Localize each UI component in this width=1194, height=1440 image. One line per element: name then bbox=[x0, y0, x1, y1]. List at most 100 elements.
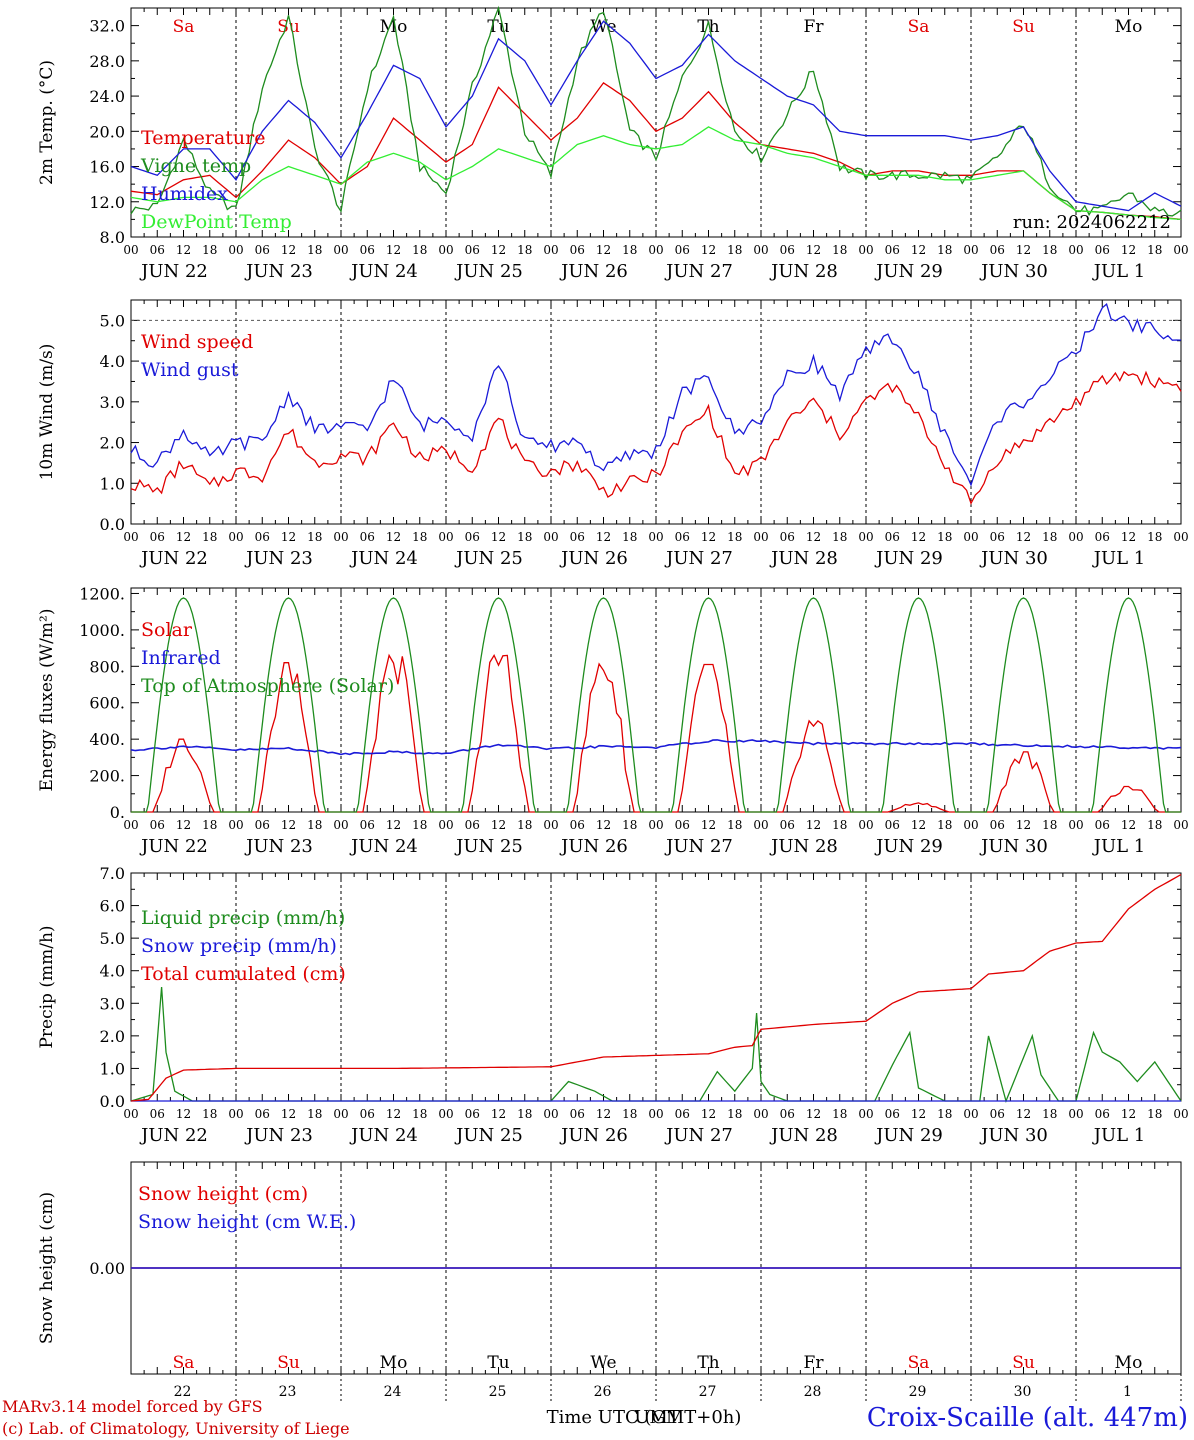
hour-label: 18 bbox=[622, 530, 637, 544]
weekday-label: Mo bbox=[1115, 17, 1143, 37]
legend-entry: DewPoint Temp bbox=[141, 211, 292, 233]
hour-label: 00 bbox=[123, 1107, 138, 1121]
hour-label: 18 bbox=[832, 530, 847, 544]
hour-label: 06 bbox=[465, 818, 480, 832]
hour-label: 12 bbox=[701, 243, 716, 257]
legend-entry: Vigne temp bbox=[140, 155, 251, 177]
hour-label: 12 bbox=[491, 243, 506, 257]
y-axis-label: 2m Temp. (°C) bbox=[37, 60, 57, 185]
weekday-label: Mo bbox=[380, 1353, 408, 1373]
hour-label: 00 bbox=[858, 818, 873, 832]
hour-label: 12 bbox=[176, 243, 191, 257]
date-label: JUN 22 bbox=[139, 1125, 208, 1146]
y-tick-label: 1.0 bbox=[100, 474, 125, 493]
hour-label: 18 bbox=[1147, 818, 1162, 832]
y-tick-label: 5.0 bbox=[100, 929, 125, 948]
hour-label: 12 bbox=[386, 818, 401, 832]
hour-label: 06 bbox=[150, 1107, 165, 1121]
hour-label: 12 bbox=[281, 818, 296, 832]
hour-label: 18 bbox=[727, 530, 742, 544]
hour-label: 00 bbox=[1173, 530, 1188, 544]
hour-label: 00 bbox=[1173, 1107, 1188, 1121]
hour-label: 06 bbox=[150, 530, 165, 544]
date-label: JUN 28 bbox=[769, 1125, 838, 1146]
hour-label: 18 bbox=[517, 818, 532, 832]
weekday-label: Sa bbox=[173, 1353, 195, 1373]
hour-label: 00 bbox=[1068, 818, 1083, 832]
day-number: 23 bbox=[279, 1384, 297, 1400]
hour-label: 18 bbox=[307, 530, 322, 544]
y-tick-label: 600. bbox=[89, 694, 125, 713]
hour-label: 12 bbox=[386, 1107, 401, 1121]
date-label: JUN 29 bbox=[874, 1125, 943, 1146]
weekday-label: Sa bbox=[173, 17, 195, 37]
hour-label: 00 bbox=[438, 530, 453, 544]
y-tick-label: 1.0 bbox=[100, 1059, 125, 1078]
hour-label: 12 bbox=[911, 243, 926, 257]
series-line-infrared bbox=[130, 739, 1182, 756]
hour-label: 06 bbox=[885, 818, 900, 832]
hour-label: 06 bbox=[360, 243, 375, 257]
legend-entry: Snow height (cm) bbox=[138, 1183, 308, 1205]
date-label: JUN 22 bbox=[139, 261, 208, 282]
hour-label: 00 bbox=[753, 530, 768, 544]
panel-energy: 0. 200. 400. 600. 800. 1000. 1200. Energy fluxe… bbox=[37, 584, 1189, 857]
date-label: JUN 23 bbox=[244, 261, 313, 282]
hour-label: 18 bbox=[307, 1107, 322, 1121]
weekday-label: Sa bbox=[908, 17, 930, 37]
hour-label: 18 bbox=[727, 818, 742, 832]
hour-label: 00 bbox=[438, 1107, 453, 1121]
hour-label: 18 bbox=[517, 243, 532, 257]
hour-label: 06 bbox=[1095, 530, 1110, 544]
y-tick-label: 4.0 bbox=[100, 962, 125, 981]
hour-label: 00 bbox=[123, 818, 138, 832]
hour-label: 06 bbox=[360, 818, 375, 832]
hour-label: 00 bbox=[1173, 243, 1188, 257]
hour-label: 12 bbox=[176, 818, 191, 832]
series-line-temperature bbox=[130, 82, 1182, 221]
panel-frame bbox=[130, 299, 1182, 525]
hour-label: 00 bbox=[228, 1107, 243, 1121]
hour-label: 06 bbox=[990, 1107, 1005, 1121]
legend-entry: Wind speed bbox=[141, 331, 253, 353]
series-line-dewpoint-temp bbox=[130, 126, 1182, 221]
date-label: JUN 25 bbox=[454, 261, 523, 282]
hour-label: 12 bbox=[1121, 818, 1136, 832]
hour-label: 06 bbox=[255, 818, 270, 832]
y-tick-label: 1200. bbox=[79, 584, 125, 603]
date-label: JUN 22 bbox=[139, 548, 208, 569]
hour-label: 12 bbox=[386, 530, 401, 544]
hour-label: 06 bbox=[1095, 1107, 1110, 1121]
date-label: JUN 23 bbox=[244, 836, 313, 857]
date-label: JUN 26 bbox=[559, 836, 628, 857]
series-group bbox=[130, 874, 1182, 1104]
legend-entry: Solar bbox=[141, 619, 193, 641]
hour-label: 06 bbox=[465, 243, 480, 257]
hour-label: 12 bbox=[386, 243, 401, 257]
date-label: JUN 24 bbox=[349, 548, 418, 569]
hour-label: 12 bbox=[176, 1107, 191, 1121]
hour-label: 18 bbox=[622, 818, 637, 832]
hour-label: 12 bbox=[1016, 243, 1031, 257]
weekday-label: We bbox=[590, 1353, 616, 1373]
weekday-label: Su bbox=[277, 17, 300, 37]
date-label: JUN 24 bbox=[349, 836, 418, 857]
hour-label: 00 bbox=[753, 1107, 768, 1121]
hour-label: 00 bbox=[228, 818, 243, 832]
hour-label: 12 bbox=[701, 530, 716, 544]
date-label: JUN 28 bbox=[769, 548, 838, 569]
date-label: JUN 24 bbox=[349, 1125, 418, 1146]
legend-entry: Liquid precip (mm/h) bbox=[141, 907, 345, 929]
weekday-label: Sa bbox=[908, 1353, 930, 1373]
hour-label: 06 bbox=[255, 530, 270, 544]
date-label: JUL 1 bbox=[1092, 548, 1146, 569]
weekday-label: Su bbox=[1012, 17, 1035, 37]
weekday-label: Su bbox=[277, 1353, 300, 1373]
hour-label: 12 bbox=[596, 243, 611, 257]
hour-label: 12 bbox=[911, 530, 926, 544]
series-line-humidex bbox=[130, 20, 1182, 212]
hour-label: 12 bbox=[596, 530, 611, 544]
hour-label: 06 bbox=[465, 530, 480, 544]
hour-label: 00 bbox=[438, 243, 453, 257]
